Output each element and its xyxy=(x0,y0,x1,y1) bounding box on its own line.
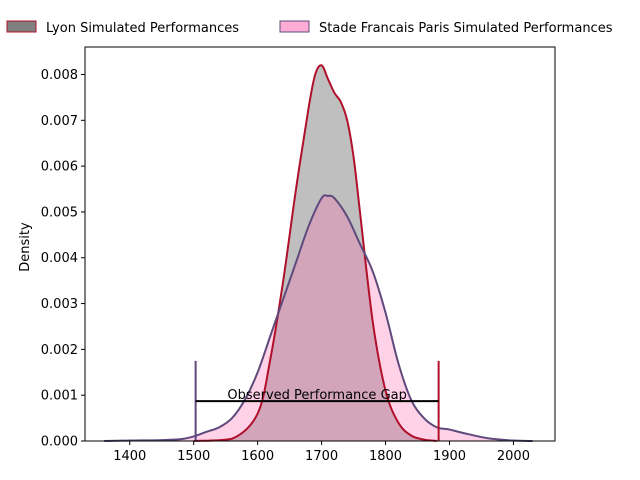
legend: Lyon Simulated Performances Stade Francai… xyxy=(6,20,613,36)
plot-frame xyxy=(84,46,556,442)
plot-area: Observed Performance Gap xyxy=(104,64,533,442)
gap-annotation-label: Observed Performance Gap xyxy=(227,388,406,403)
x-tick-label: 1800 xyxy=(369,449,402,464)
y-tick-label: 0.008 xyxy=(41,68,78,83)
legend-label-stade-francais: Stade Francais Paris Simulated Performan… xyxy=(319,21,613,36)
y-axis-label: Density xyxy=(18,222,33,272)
legend-item-stade-francais: Stade Francais Paris Simulated Performan… xyxy=(279,20,613,36)
x-tick-label: 1600 xyxy=(241,449,274,464)
x-tick-label: 1400 xyxy=(113,449,146,464)
legend-swatch-stade-francais xyxy=(279,20,310,33)
y-tick-label: 0.002 xyxy=(41,343,78,358)
y-tick-label: 0.006 xyxy=(41,160,78,175)
x-tick-label: 1500 xyxy=(177,449,210,464)
x-tick-label: 1900 xyxy=(433,449,466,464)
y-tick-label: 0.005 xyxy=(41,205,78,220)
y-tick-label: 0.004 xyxy=(41,251,78,266)
y-tick-label: 0.003 xyxy=(41,297,78,312)
legend-item-lyon: Lyon Simulated Performances xyxy=(6,20,239,36)
x-tick-label: 1700 xyxy=(305,449,338,464)
x-tick-label: 2000 xyxy=(497,449,530,464)
y-tick-label: 0.001 xyxy=(41,389,78,404)
y-tick-label: 0.007 xyxy=(41,114,78,129)
y-tick-label: 0.000 xyxy=(41,435,78,450)
legend-swatch-lyon xyxy=(6,20,37,33)
series-area-stade-francais xyxy=(104,195,533,441)
series-line-lyon xyxy=(193,64,437,442)
legend-label-lyon: Lyon Simulated Performances xyxy=(46,21,239,36)
axes: 1400 1500 1600 1700 1800 1900 2000 0.000 0.001 0.… xyxy=(41,46,556,464)
